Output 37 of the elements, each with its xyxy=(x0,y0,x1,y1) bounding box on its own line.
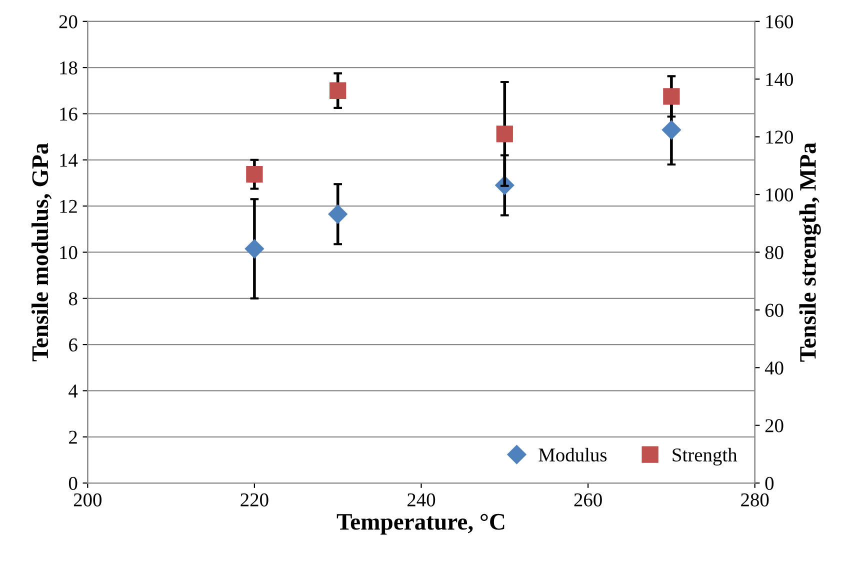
x-tick-label: 240 xyxy=(408,493,436,506)
legend-label: Strength xyxy=(672,448,738,466)
y2-tick-label: 80 xyxy=(765,246,784,260)
y-tick-label: 16 xyxy=(60,108,78,121)
x-tick-label: 200 xyxy=(74,493,102,506)
y2-tick-label: 20 xyxy=(765,419,784,432)
y-tick-label: 6 xyxy=(69,338,78,352)
y-tick-label: 14 xyxy=(60,154,78,167)
y-tick-label: 8 xyxy=(68,292,78,306)
y-tick-label: 20 xyxy=(59,15,78,28)
y-tick-label: 4 xyxy=(68,384,78,398)
x-tick-label: 280 xyxy=(741,493,769,506)
point xyxy=(328,204,348,224)
y-axis-title: Tensile modulus, GPa xyxy=(32,143,52,362)
point xyxy=(496,126,513,142)
point xyxy=(246,166,263,183)
point xyxy=(244,239,264,258)
point xyxy=(663,88,680,105)
legend-label: Modulus xyxy=(538,448,607,462)
point xyxy=(330,82,346,99)
y2-tick-label: 120 xyxy=(766,130,793,144)
y-tick-label: 12 xyxy=(60,200,77,213)
y-tick-label: 18 xyxy=(60,61,78,74)
y2-tick-label: 0 xyxy=(765,476,774,490)
y2-tick-label: 60 xyxy=(765,304,784,317)
y-tick-label: 10 xyxy=(60,246,78,260)
y2-tick-label: 160 xyxy=(766,15,793,28)
y2-axis-title: Tensile strength, MPa xyxy=(799,142,821,362)
y2-tick-label: 100 xyxy=(766,188,793,202)
x-axis-title: Temperature, °C xyxy=(336,514,504,535)
y2-tick-label: 40 xyxy=(764,361,784,375)
y-tick-label: 2 xyxy=(69,430,77,444)
y2-tick-label: 140 xyxy=(766,72,793,86)
x-tick-label: 260 xyxy=(574,493,602,506)
x-tick-label: 220 xyxy=(240,493,268,506)
point xyxy=(662,120,681,140)
y-tick-label: 0 xyxy=(68,476,78,490)
